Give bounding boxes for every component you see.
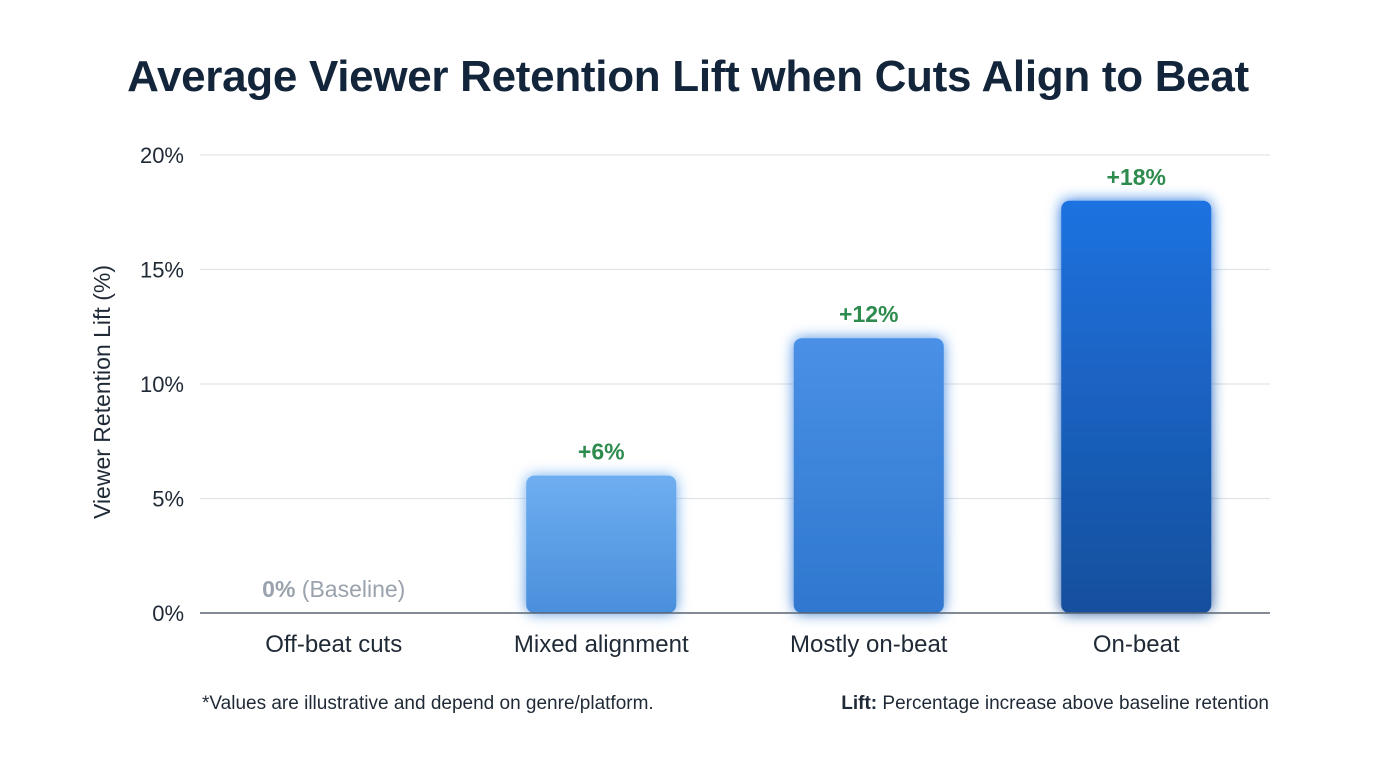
y-tick-label: 15% [140,258,184,283]
baseline-label: 0% (Baseline) [262,576,405,602]
bars [526,200,1212,614]
bar-mixed-alignment [526,475,677,613]
y-tick-label: 20% [140,143,184,168]
chart-title: Average Viewer Retention Lift when Cuts … [127,52,1249,101]
data-label: +18% [1107,164,1166,190]
x-axis-categories: Off-beat cuts Mixed alignment Mostly on-be… [265,631,1180,658]
legend-note-term: Lift: [841,693,878,714]
x-category-label: On-beat [1093,631,1180,658]
y-tick-label: 5% [152,487,184,512]
data-label: +6% [578,439,625,465]
y-axis-label: Viewer Retention Lift (%) [89,265,115,519]
y-axis-ticks: 0% 5% 10% 15% 20% [140,143,184,626]
legend-note: Lift: Percentage increase above baseline… [841,693,1269,715]
data-labels: 0% (Baseline) +6% +12% +18% [262,164,1166,602]
data-label: +12% [839,301,898,327]
bar-mostly-on-beat [793,338,944,613]
footnote: *Values are illustrative and depend on g… [202,693,654,714]
y-tick-label: 0% [152,601,184,626]
y-tick-label: 10% [140,372,184,397]
data-label: 0% [262,576,295,602]
baseline-note: (Baseline) [295,576,405,602]
x-category-label: Mixed alignment [514,631,689,658]
bar-on-beat [1061,200,1212,614]
legend-note-text: Percentage increase above baseline reten… [877,693,1269,714]
x-category-label: Mostly on-beat [790,631,948,658]
x-category-label: Off-beat cuts [265,631,402,658]
